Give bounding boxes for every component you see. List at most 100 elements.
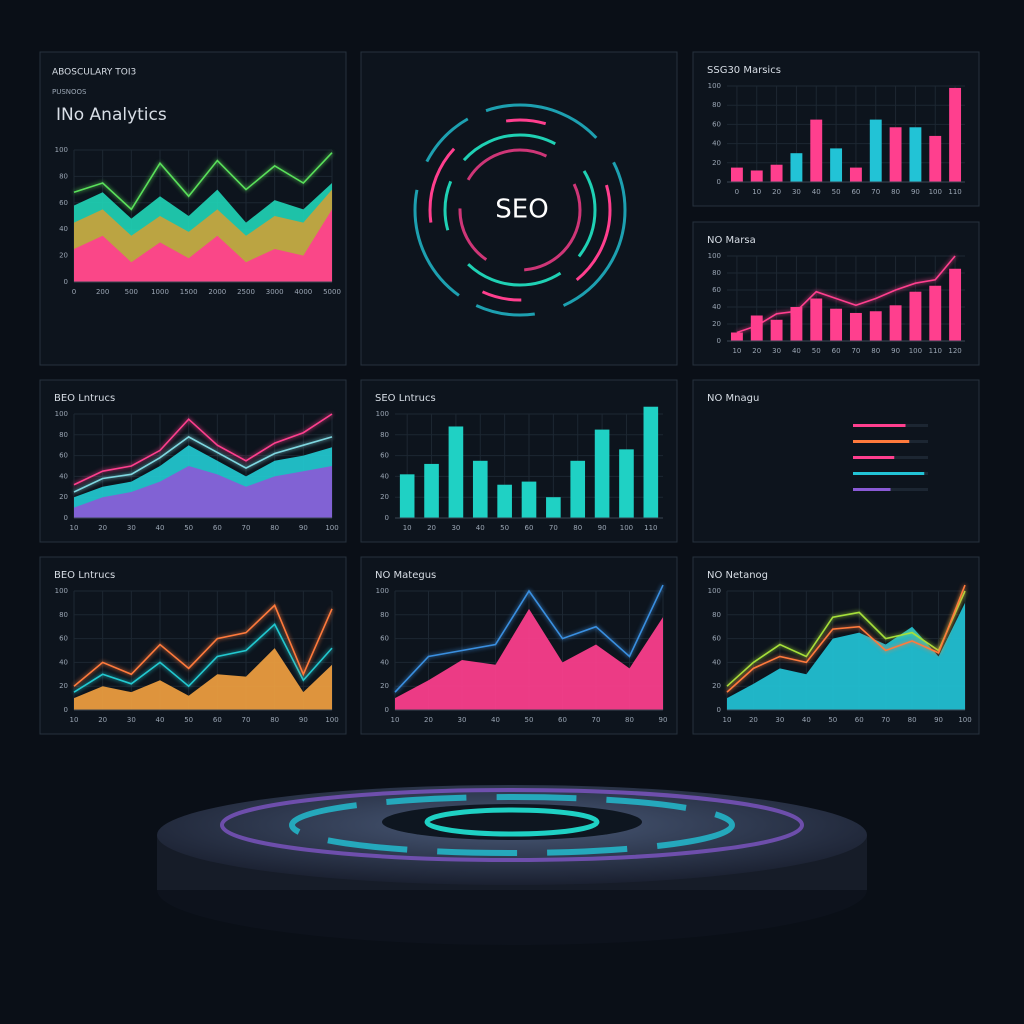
bar xyxy=(750,170,763,182)
y-tick-label: 100 xyxy=(376,587,389,595)
bar xyxy=(869,119,882,182)
x-tick-label: 90 xyxy=(299,524,308,532)
panel-title: NO Mnagu xyxy=(707,393,759,404)
y-tick-label: 20 xyxy=(59,682,68,690)
y-tick-label: 80 xyxy=(59,611,68,619)
x-tick-label: 110 xyxy=(644,524,657,532)
x-tick-label: 80 xyxy=(270,716,279,724)
y-tick-label: 40 xyxy=(712,658,721,666)
panel-kicker: ABOSCULARY TOI3 xyxy=(52,68,136,78)
hbar xyxy=(853,456,895,459)
x-tick-label: 30 xyxy=(792,188,801,196)
bar xyxy=(909,291,922,341)
x-tick-label: 80 xyxy=(625,716,634,724)
x-tick-label: 80 xyxy=(573,524,582,532)
bar xyxy=(810,298,823,341)
y-tick-label: 100 xyxy=(708,82,721,90)
panel-title: NO Marsa xyxy=(707,235,756,246)
line xyxy=(726,584,966,693)
x-tick-label: 0 xyxy=(72,288,76,296)
x-tick-label: 50 xyxy=(184,524,193,532)
x-tick-label: 50 xyxy=(828,716,837,724)
y-tick-label: 40 xyxy=(59,225,68,233)
y-tick-label: 20 xyxy=(59,493,68,501)
area xyxy=(74,648,332,710)
x-tick-label: 40 xyxy=(812,188,821,196)
y-tick-label: 40 xyxy=(712,140,721,148)
y-tick-label: 100 xyxy=(55,587,68,595)
line xyxy=(736,255,956,334)
y-tick-label: 40 xyxy=(380,658,389,666)
panel-subtitle: PUSNOOS xyxy=(52,88,87,96)
x-tick-label: 30 xyxy=(772,347,781,355)
y-tick-label: 40 xyxy=(59,658,68,666)
seo-ring xyxy=(413,103,627,317)
y-tick-label: 0 xyxy=(385,514,389,522)
x-tick-label: 70 xyxy=(871,188,880,196)
x-tick-label: 40 xyxy=(792,347,801,355)
x-tick-label: 500 xyxy=(125,288,138,296)
y-tick-label: 100 xyxy=(708,587,721,595)
bar xyxy=(830,308,843,341)
x-tick-label: 80 xyxy=(908,716,917,724)
bar xyxy=(594,429,610,518)
x-tick-label: 70 xyxy=(592,716,601,724)
x-tick-label: 40 xyxy=(491,716,500,724)
bar xyxy=(909,127,922,182)
x-tick-label: 120 xyxy=(948,347,961,355)
x-tick-label: 60 xyxy=(855,716,864,724)
bar xyxy=(770,164,783,182)
hbar xyxy=(853,472,925,475)
line xyxy=(73,603,333,687)
x-tick-label: 70 xyxy=(242,716,251,724)
bar xyxy=(643,406,659,518)
y-tick-label: 100 xyxy=(55,146,68,154)
x-tick-label: 40 xyxy=(476,524,485,532)
x-tick-label: 100 xyxy=(958,716,971,724)
bar xyxy=(830,148,843,182)
y-tick-label: 20 xyxy=(380,493,389,501)
x-tick-label: 50 xyxy=(525,716,534,724)
x-tick-label: 60 xyxy=(851,188,860,196)
y-tick-label: 80 xyxy=(712,611,721,619)
y-tick-label: 60 xyxy=(712,635,721,643)
area xyxy=(395,608,663,710)
x-tick-label: 90 xyxy=(891,347,900,355)
x-tick-label: 80 xyxy=(871,347,880,355)
x-tick-label: 110 xyxy=(948,188,961,196)
y-tick-label: 60 xyxy=(59,452,68,460)
x-tick-label: 60 xyxy=(525,524,534,532)
bar xyxy=(472,460,488,518)
bar xyxy=(889,305,902,341)
hbar xyxy=(853,440,910,443)
y-tick-label: 20 xyxy=(712,159,721,167)
x-tick-label: 3000 xyxy=(266,288,284,296)
x-tick-label: 1000 xyxy=(151,288,169,296)
x-tick-label: 90 xyxy=(659,716,668,724)
x-tick-label: 100 xyxy=(325,716,338,724)
x-tick-label: 60 xyxy=(832,347,841,355)
bar xyxy=(929,285,942,341)
bar xyxy=(399,474,415,518)
x-tick-label: 20 xyxy=(424,716,433,724)
bar xyxy=(790,153,803,182)
x-tick-label: 20 xyxy=(749,716,758,724)
x-tick-label: 40 xyxy=(156,524,165,532)
area xyxy=(74,209,332,282)
x-tick-label: 110 xyxy=(929,347,942,355)
y-tick-label: 60 xyxy=(380,452,389,460)
y-tick-label: 20 xyxy=(712,320,721,328)
y-tick-label: 60 xyxy=(380,635,389,643)
y-tick-label: 0 xyxy=(385,706,389,714)
y-tick-label: 60 xyxy=(712,286,721,294)
x-tick-label: 10 xyxy=(403,524,412,532)
y-tick-label: 40 xyxy=(59,472,68,480)
bar xyxy=(521,481,537,518)
bar xyxy=(929,135,942,182)
panel-title: NO Netanog xyxy=(707,570,768,581)
x-tick-label: 20 xyxy=(752,347,761,355)
x-tick-label: 30 xyxy=(127,524,136,532)
bar xyxy=(448,426,464,518)
x-tick-label: 10 xyxy=(391,716,400,724)
